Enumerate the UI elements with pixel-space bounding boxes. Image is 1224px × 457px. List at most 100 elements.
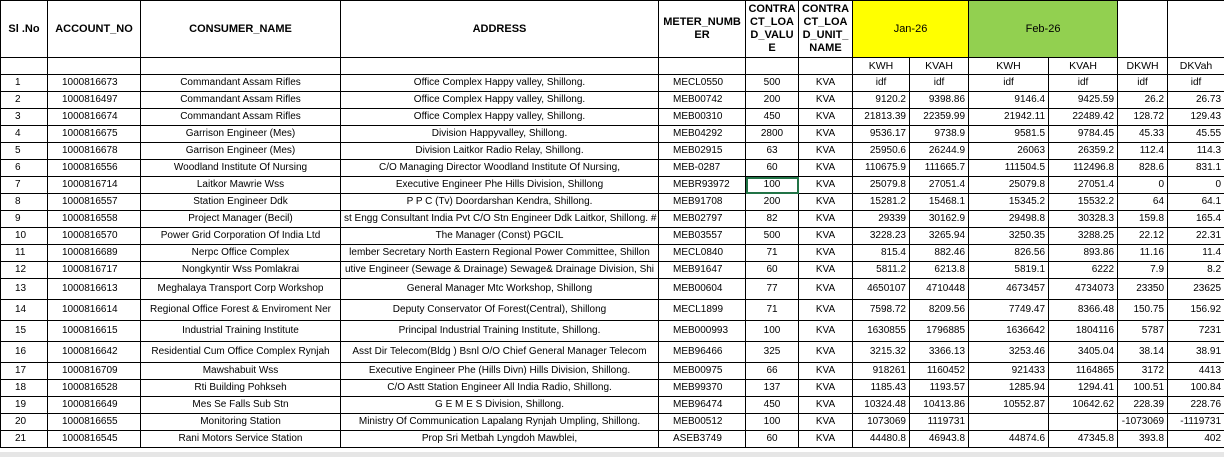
contract-load-value: 71 bbox=[745, 299, 799, 321]
jan-kwh: 1630855 bbox=[852, 320, 910, 342]
feb-kwh: 15345.2 bbox=[968, 193, 1050, 211]
dkwh: 5787 bbox=[1117, 320, 1169, 342]
account-number: 1000816613 bbox=[47, 278, 141, 300]
data-row: 13 1000816613 Meghalaya Transport Corp Wor… bbox=[0, 278, 1224, 300]
address: Office Complex Happy valley, Shillong. bbox=[340, 74, 659, 92]
consumer-name: Project Manager (Becil) bbox=[140, 210, 341, 228]
dkwh: 159.8 bbox=[1117, 210, 1169, 228]
feb-kwh: 4673457 bbox=[968, 278, 1050, 300]
jan-kvah: 1119731 bbox=[908, 413, 970, 431]
consumer-name: Mes Se Falls Sub Stn bbox=[140, 396, 341, 414]
subcolumn-header: KWH bbox=[852, 57, 910, 75]
jan-kwh: 9536.17 bbox=[852, 125, 910, 143]
dkwh: 0 bbox=[1117, 176, 1169, 194]
dkwh: -1073069 bbox=[1117, 413, 1169, 431]
account-number: 1000816689 bbox=[47, 244, 141, 262]
jan-kwh: 15281.2 bbox=[852, 193, 910, 211]
contract-load-value: 2800 bbox=[745, 125, 799, 143]
consumer-name: Residential Cum Office Complex Rynjah bbox=[140, 341, 341, 363]
address: Division Laitkor Radio Relay, Shillong. bbox=[340, 142, 659, 160]
account-number: 1000816717 bbox=[47, 261, 141, 279]
address: Ministry Of Communication Lapalang Rynja… bbox=[340, 413, 659, 431]
data-row: 14 1000816614 Regional Office Forest & Env… bbox=[0, 299, 1224, 321]
data-row: 15 1000816615 Industrial Training Institut… bbox=[0, 320, 1224, 342]
subcolumn-header: DKVah bbox=[1167, 57, 1224, 75]
serial-number: 3 bbox=[0, 108, 48, 126]
account-number: 1000816674 bbox=[47, 108, 141, 126]
dkwh: 228.39 bbox=[1117, 396, 1169, 414]
address: C/O Astt Station Engineer All India Radi… bbox=[340, 379, 659, 397]
account-number: 1000816673 bbox=[47, 74, 141, 92]
address: lember Secretary North Eastern Regional … bbox=[340, 244, 659, 262]
consumer-name: Regional Office Forest & Enviroment Ner bbox=[140, 299, 341, 321]
meter-number: MEBR93972 bbox=[658, 176, 746, 194]
dkvah: idf bbox=[1167, 74, 1224, 92]
feb-kvah: 10642.62 bbox=[1048, 396, 1119, 414]
consumer-name: Meghalaya Transport Corp Workshop bbox=[140, 278, 341, 300]
dkvah: 26.73 bbox=[1167, 91, 1224, 109]
dkwh: 11.16 bbox=[1117, 244, 1169, 262]
feb-kvah: 112496.8 bbox=[1048, 159, 1119, 177]
subcolumn-header: DKWH bbox=[1117, 57, 1169, 75]
contract-load-unit: KVA bbox=[798, 413, 853, 431]
account-number: 1000816557 bbox=[47, 193, 141, 211]
meter-number: MEB91647 bbox=[658, 261, 746, 279]
feb-kwh: 9146.4 bbox=[968, 91, 1050, 109]
consumer-name: Rti Building Pohkseh bbox=[140, 379, 341, 397]
address: Prop Sri Metbah Lyngdoh Mawblei, bbox=[340, 430, 659, 448]
account-number: 1000816570 bbox=[47, 227, 141, 245]
contract-load-unit: KVA bbox=[798, 210, 853, 228]
meter-number: MEB00975 bbox=[658, 362, 746, 380]
contract-load-unit: KVA bbox=[798, 91, 853, 109]
contract-load-unit: KVA bbox=[798, 278, 853, 300]
jan-kvah: 1796885 bbox=[908, 320, 970, 342]
jan-kwh: 25079.8 bbox=[852, 176, 910, 194]
serial-number: 12 bbox=[0, 261, 48, 279]
feb-kvah: 9784.45 bbox=[1048, 125, 1119, 143]
feb-kvah: 893.86 bbox=[1048, 244, 1119, 262]
jan-kvah: 3366.13 bbox=[908, 341, 970, 363]
feb-kwh: 1285.94 bbox=[968, 379, 1050, 397]
contract-load-value: 500 bbox=[745, 74, 799, 92]
dkwh: 112.4 bbox=[1117, 142, 1169, 160]
dkwh: 64 bbox=[1117, 193, 1169, 211]
blank-header bbox=[1167, 0, 1224, 58]
contract-load-value: 100 bbox=[745, 320, 799, 342]
feb-kwh: 1636642 bbox=[968, 320, 1050, 342]
meter-number: MEB02915 bbox=[658, 142, 746, 160]
contract-load-unit: KVA bbox=[798, 299, 853, 321]
dkwh: 100.51 bbox=[1117, 379, 1169, 397]
dkwh: 45.33 bbox=[1117, 125, 1169, 143]
dkvah: 228.76 bbox=[1167, 396, 1224, 414]
serial-number: 9 bbox=[0, 210, 48, 228]
data-row: 17 1000816709 Mawshabuit Wss Executive Engi… bbox=[0, 362, 1224, 380]
jan-kwh: 5811.2 bbox=[852, 261, 910, 279]
dkvah: 831.1 bbox=[1167, 159, 1224, 177]
dkwh: 23350 bbox=[1117, 278, 1169, 300]
serial-number: 17 bbox=[0, 362, 48, 380]
jan-kvah: 8209.56 bbox=[908, 299, 970, 321]
jan-kvah: 4710448 bbox=[908, 278, 970, 300]
dkwh: 22.12 bbox=[1117, 227, 1169, 245]
account-number: 1000816709 bbox=[47, 362, 141, 380]
dkwh: 7.9 bbox=[1117, 261, 1169, 279]
jan-kwh: 3215.32 bbox=[852, 341, 910, 363]
account-number: 1000816528 bbox=[47, 379, 141, 397]
address: G E M E S Division, Shillong. bbox=[340, 396, 659, 414]
jan-kwh: 918261 bbox=[852, 362, 910, 380]
data-row: 9 1000816558 Project Manager (Becil) st Eng… bbox=[0, 210, 1224, 228]
dkvah: 64.1 bbox=[1167, 193, 1224, 211]
feb-kvah: 47345.8 bbox=[1048, 430, 1119, 448]
contract-load-value: 200 bbox=[745, 91, 799, 109]
address: Executive Engineer Phe Hills Division, S… bbox=[340, 176, 659, 194]
consumer-name: Rani Motors Service Station bbox=[140, 430, 341, 448]
column-header: CONTRACT_LOAD_UNIT_NAME bbox=[798, 0, 853, 58]
account-number: 1000816714 bbox=[47, 176, 141, 194]
feb-kvah: 6222 bbox=[1048, 261, 1119, 279]
contract-load-value: 77 bbox=[745, 278, 799, 300]
address: General Manager Mtc Workshop, Shillong bbox=[340, 278, 659, 300]
jan-kvah: 6213.8 bbox=[908, 261, 970, 279]
dkvah: 100.84 bbox=[1167, 379, 1224, 397]
serial-number: 5 bbox=[0, 142, 48, 160]
